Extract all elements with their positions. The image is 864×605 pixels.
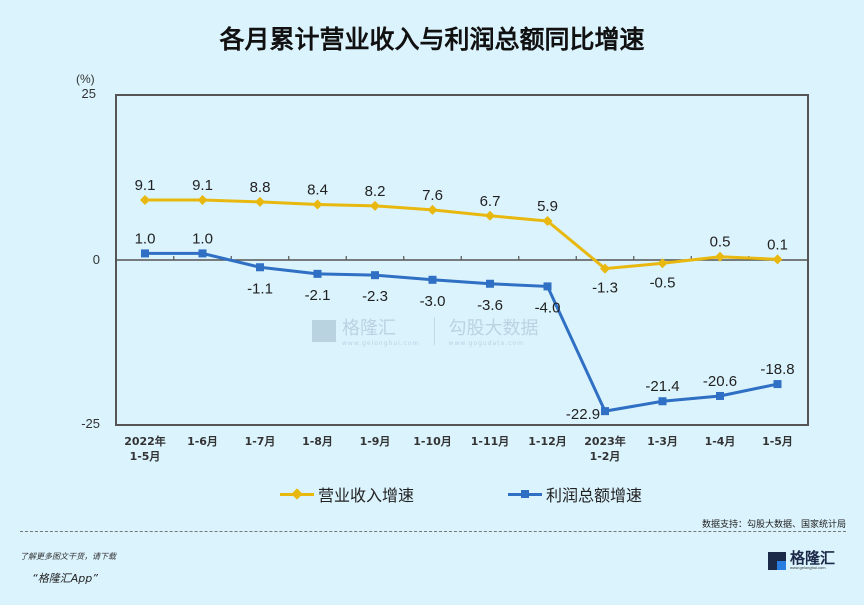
data-point-marker [313,269,322,278]
watermark-separator [433,316,435,345]
data-point-marker [370,200,380,211]
data-label: -2.3 [362,288,388,305]
data-label: -21.4 [645,378,679,395]
data-label: -4.0 [535,299,561,316]
x-tick-label: 1-7月 [244,435,276,448]
data-point-marker [601,407,609,416]
gelonghui-logo-icon [768,551,786,570]
gelonghui-watermark-icon [312,319,336,342]
x-tick-label: 1-11月 [470,435,510,448]
data-point-marker [542,216,553,227]
logo-name: 格隆汇 [790,549,836,567]
data-label: 9.1 [135,177,156,194]
promo-text: 了解更多图文干货，请下载 [20,552,116,561]
data-point-marker [486,279,494,288]
x-tick-label: 1-3月 [647,435,678,448]
data-label: 8.2 [365,183,386,200]
legend-profit: 利润总额增速 [508,482,642,506]
x-tick-label: 1-4月 [704,435,736,448]
data-point-marker [312,199,323,210]
data-label: -20.6 [703,373,737,390]
data-point-marker [715,251,725,262]
y-tick-zero: 0 [92,252,100,267]
x-tick-label: 1-5月 [762,435,793,448]
data-point-marker [485,210,495,221]
data-label: 5.9 [537,198,558,215]
series-group [140,194,783,416]
watermark: 格隆汇 www.gelonghui.com 勾股大数据 www.gogudata… [312,314,539,347]
legend-revenue-label: 营业收入增速 [318,486,415,505]
x-tick-label: 1-8月 [302,435,333,448]
data-point-marker [600,263,610,274]
y-tick-max: 25 [81,86,96,101]
data-point-marker [428,275,437,284]
data-point-marker [141,249,149,258]
legend-revenue: 营业收入增速 [280,482,414,506]
data-label: -18.8 [760,361,794,378]
data-label: -22.9 [566,406,600,423]
data-point-marker [773,380,782,389]
data-point-marker [198,249,207,258]
data-label: 0.5 [710,234,731,251]
data-label: 0.1 [767,236,788,253]
data-point-marker [427,204,438,215]
y-axis-unit: (%) [76,72,95,86]
data-point-marker [772,254,783,265]
x-tick-label: 1-12月 [528,435,567,448]
gelonghui-logo[interactable]: 格隆汇 www.gelonghui.com [768,551,835,570]
data-label: -1.1 [247,280,273,297]
footer-divider [20,531,846,532]
series-line-0 [145,198,778,271]
legend-profit-swatch-icon [508,489,542,498]
data-labels: 9.1 9.1 8.8 8.4 8.2 7.6 6.7 5.9 -1.3 -0.5 0.5 0.1 1.… [135,177,795,423]
data-label: 9.1 [192,177,213,194]
x-tick-label: 2023年 1-2月 [584,435,626,463]
logo-url: www.gelonghui.com [790,565,826,570]
data-label: 8.8 [250,179,271,196]
watermark-brand1-url: www.gelonghui.com [342,340,420,347]
data-label: -3.6 [477,297,503,314]
chart-title: 各月累计营业收入与利润总额同比增速 [219,25,645,54]
x-tick-label: 1-10月 [413,435,452,448]
data-label: 1.0 [135,230,156,247]
watermark-brand1: 格隆汇 [342,318,396,339]
data-point-marker [543,282,552,291]
data-point-marker [140,194,150,205]
x-tick-label: 2022年 1-5月 [124,435,166,463]
data-point-marker [197,194,208,205]
data-point-marker [658,397,667,406]
data-label: -2.1 [305,287,331,304]
data-point-marker [255,196,265,207]
data-label: 7.6 [422,187,443,204]
watermark-brand2-url: www.gogudata.com [448,340,524,347]
legend-profit-label: 利润总额增速 [546,486,643,505]
data-point-marker [371,271,379,280]
data-label: -1.3 [592,280,618,297]
x-ticks [173,256,750,260]
x-tick-label: 1-6月 [187,435,218,448]
data-point-marker [657,258,668,269]
data-label: -3.0 [420,293,446,310]
series-line-1 [145,251,778,413]
data-label: 6.7 [480,193,501,210]
data-label: -0.5 [650,274,676,291]
promo-app-name[interactable]: “格隆汇App” [32,572,98,585]
legend-revenue-swatch-icon [280,487,314,500]
data-point-marker [256,263,264,272]
watermark-brand2: 勾股大数据 [448,318,539,339]
data-label: 8.4 [307,182,328,199]
data-source: 数据支持：勾股大数据、国家统计局 [701,520,846,530]
data-label: 1.0 [192,230,213,247]
x-tick-label: 1-9月 [359,435,391,448]
data-point-marker [716,391,724,400]
y-tick-min: -25 [81,416,100,431]
